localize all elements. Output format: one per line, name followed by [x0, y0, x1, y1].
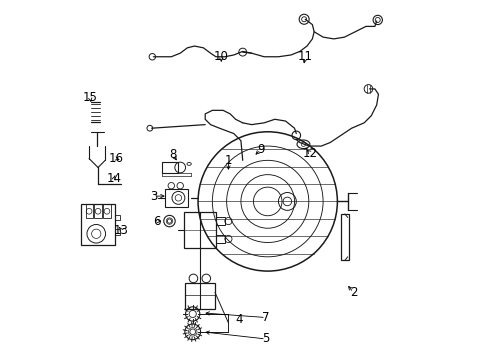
Bar	[340, 214, 348, 260]
Bar	[216, 235, 224, 243]
Text: 15: 15	[82, 91, 98, 104]
Bar	[103, 204, 110, 219]
Text: 13: 13	[114, 224, 128, 237]
Text: 10: 10	[213, 50, 228, 63]
Text: 2: 2	[349, 286, 356, 299]
Bar	[115, 229, 120, 235]
Text: 1: 1	[224, 154, 232, 167]
Text: 4: 4	[235, 313, 243, 326]
Bar	[162, 162, 178, 173]
Text: 8: 8	[169, 148, 176, 162]
Bar	[183, 212, 216, 248]
Text: 3: 3	[149, 190, 157, 203]
Text: 6: 6	[153, 215, 161, 228]
Text: 5: 5	[262, 333, 269, 346]
Text: 14: 14	[106, 172, 122, 185]
Bar	[81, 204, 115, 245]
Bar	[94, 204, 102, 219]
Text: 16: 16	[108, 152, 123, 165]
Bar	[115, 215, 120, 220]
Text: 9: 9	[256, 143, 264, 156]
Bar	[164, 189, 188, 207]
Text: 12: 12	[303, 147, 317, 160]
Text: 11: 11	[297, 50, 312, 63]
Text: 7: 7	[262, 311, 269, 324]
Bar	[184, 283, 215, 310]
Bar	[216, 217, 224, 225]
Bar	[85, 204, 93, 219]
